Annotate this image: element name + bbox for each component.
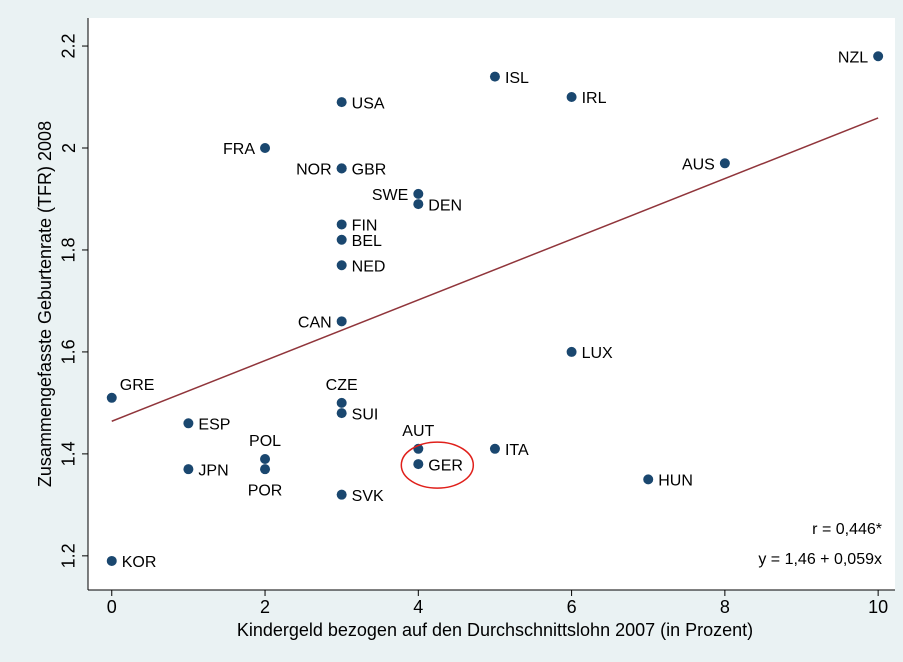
y-tick-label: 2.2 [59,34,79,59]
point [336,397,347,408]
point [336,316,347,327]
fit-line [111,117,879,422]
point [336,408,347,419]
point [260,464,271,475]
x-tick-label: 8 [720,597,730,617]
point-label: IRL [582,90,607,107]
point-label: POL [249,433,281,450]
point-label: JPN [198,462,228,479]
x-tick-label: 2 [260,597,270,617]
point-label: USA [352,95,385,112]
point-label: AUS [682,157,715,174]
y-tick-label: 2 [59,143,79,153]
point [336,489,347,500]
point [336,234,347,245]
point-label: NED [352,258,386,275]
point-label: FRA [223,141,255,158]
point-label: NOR [296,162,332,179]
point [489,71,500,82]
point [489,443,500,454]
plot-area [88,18,895,590]
annotation: y = 1,46 + 0,059x [758,551,882,568]
point [183,418,194,429]
point-label: SUI [352,406,379,423]
point-label: ISL [505,70,529,87]
point [336,97,347,108]
point-label: BEL [352,233,382,250]
point [106,555,117,566]
point [260,453,271,464]
x-tick-label: 4 [413,597,423,617]
x-tick-label: 10 [868,597,888,617]
y-tick-label: 1.2 [59,543,79,568]
point [336,260,347,271]
point-label: CAN [298,315,332,332]
x-tick-label: 6 [567,597,577,617]
point [336,219,347,230]
annotation: r = 0,446* [812,521,882,538]
point-label: GER [428,457,463,474]
point [566,92,577,103]
point [413,199,424,210]
point [183,464,194,475]
point-label: LUX [582,345,613,362]
x-tick-label: 0 [107,597,117,617]
point [336,163,347,174]
point [413,459,424,470]
highlight-ellipse [400,441,475,489]
point-label: FIN [352,218,378,235]
point-label: CZE [326,377,358,394]
point-label: NZL [838,49,868,66]
point [719,158,730,169]
point-label: POR [248,482,283,499]
point [566,346,577,357]
point [260,143,271,153]
y-tick-label: 1.4 [59,441,79,466]
x-axis-title: Kindergeld bezogen auf den Durchschnitts… [237,620,753,640]
point [106,392,117,403]
y-tick-label: 1.8 [59,237,79,262]
point [643,474,654,485]
point-label: GRE [120,377,155,394]
y-axis-title: Zusammengefasste Geburtenrate (TFR) 2008 [35,121,55,487]
point-label: ITA [505,442,529,459]
point-label: AUT [402,423,434,440]
point-label: HUN [658,473,693,490]
point [873,51,884,62]
point-label: SVK [352,488,384,505]
point-label: DEN [428,197,462,214]
y-tick-label: 1.6 [59,339,79,364]
point [413,188,424,199]
point-label: KOR [122,554,157,571]
point-label: SWE [372,187,408,204]
point-label: GBR [352,162,387,179]
point-label: ESP [198,417,230,434]
